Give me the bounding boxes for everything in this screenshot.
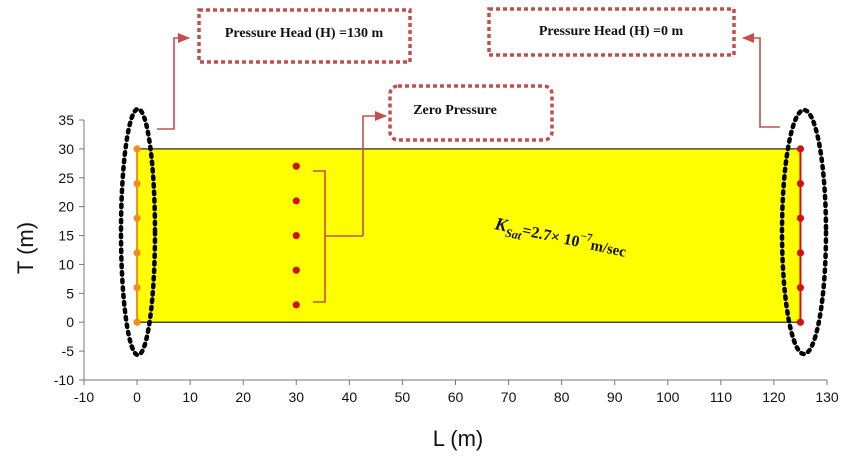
x-tick-label: 20 — [235, 389, 251, 405]
right-boundary-points — [796, 145, 805, 326]
right-head-arrow — [742, 33, 780, 128]
zero-pressure-points — [292, 162, 300, 309]
x-tick-label: 120 — [762, 389, 786, 405]
y-tick-label: 35 — [58, 112, 74, 128]
x-ticks: -10 0 10 20 30 40 50 60 70 80 90 100 110 120 130 — [74, 380, 839, 405]
left-boundary-point — [133, 145, 141, 153]
x-tick-label: 90 — [607, 389, 623, 405]
right-boundary-point — [796, 249, 805, 257]
zero-pressure-arrow — [362, 111, 387, 236]
y-axis-title: T (m) — [13, 222, 38, 274]
ksat-subscript: Sat — [504, 226, 523, 243]
x-tick-label: 30 — [288, 389, 304, 405]
x-tick-label: 40 — [342, 389, 358, 405]
x-tick-label: 100 — [656, 389, 680, 405]
ksat-exponent: −7 — [579, 230, 593, 244]
left-boundary-point — [133, 214, 141, 222]
zero-pressure-point — [292, 162, 300, 170]
x-tick-label: 130 — [815, 389, 839, 405]
soil-domain-rectangle — [136, 148, 802, 323]
left-boundary-ellipse — [118, 106, 158, 358]
ksat-unit: m/sec — [589, 238, 628, 261]
left-head-label: Pressure Head (H) =130 m — [225, 26, 384, 41]
right-boundary-point — [796, 214, 805, 222]
y-tick-label: 5 — [66, 285, 74, 301]
zero-pressure-point — [292, 197, 300, 205]
right-boundary-point — [796, 145, 805, 153]
x-tick-label: 110 — [710, 389, 733, 405]
right-boundary-point — [796, 283, 805, 292]
zero-pressure-point — [292, 231, 300, 240]
zero-pressure-label: Zero Pressure — [413, 103, 497, 118]
y-tick-label: 0 — [66, 314, 74, 330]
x-tick-label: 80 — [554, 389, 570, 405]
x-tick-label: 60 — [448, 389, 464, 405]
zero-pressure-box-border — [388, 84, 554, 142]
right-boundary-point — [796, 179, 805, 188]
right-boundary-ellipse — [779, 107, 829, 357]
y-tick-label: 25 — [58, 170, 74, 186]
y-tick-label: 10 — [58, 256, 74, 272]
y-tick-label: -5 — [62, 343, 75, 359]
axes: -10 0 10 20 30 40 50 60 70 80 90 100 110 120 130 -10-5… — [13, 112, 839, 451]
left-boundary-point — [133, 179, 141, 188]
y-tick-label: 30 — [58, 141, 74, 157]
left-head-arrow — [157, 33, 190, 130]
left-head-box: Pressure Head (H) =130 m — [197, 8, 412, 64]
y-tick-label: 15 — [58, 228, 74, 244]
left-boundary-point — [133, 249, 141, 257]
right-head-box: Pressure Head (H) =0 m — [487, 7, 736, 57]
x-tick-label: 0 — [133, 389, 141, 405]
zero-pressure-box: Zero Pressure — [388, 84, 554, 142]
x-tick-label: -10 — [74, 389, 94, 405]
zero-pressure-brace — [313, 170, 363, 303]
left-boundary-point — [133, 283, 141, 292]
left-boundary-points — [133, 145, 141, 326]
right-head-box-border — [487, 7, 736, 57]
y-tick-label: 20 — [58, 199, 74, 215]
x-tick-label: 10 — [182, 389, 198, 405]
x-tick-label: 50 — [395, 389, 411, 405]
zero-pressure-point — [292, 301, 300, 309]
zero-pressure-point — [292, 266, 300, 274]
right-boundary-point — [796, 318, 805, 326]
left-head-box-border — [197, 8, 412, 64]
y-ticks: -10 -5 0 5 10 15 20 25 30 35 — [54, 112, 84, 388]
y-tick-label: -10 — [54, 372, 74, 388]
x-tick-label: 70 — [501, 389, 517, 405]
x-axis-title: L (m) — [433, 426, 484, 451]
left-boundary-point — [133, 318, 141, 326]
right-head-label: Pressure Head (H) =0 m — [539, 24, 684, 39]
